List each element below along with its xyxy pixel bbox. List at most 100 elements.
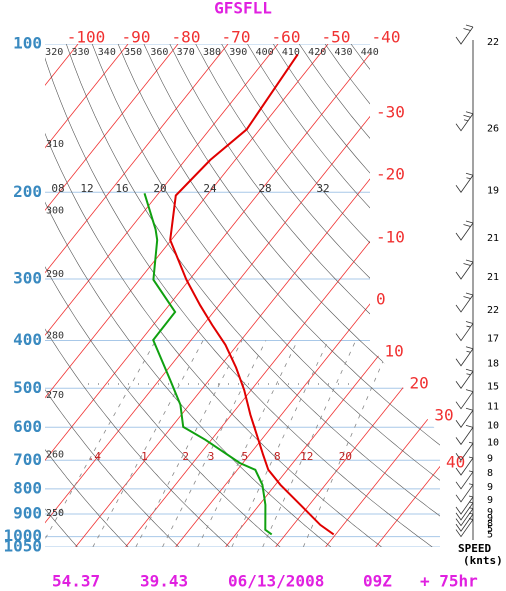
y-tick-label: 900 bbox=[13, 504, 42, 523]
wind-barb bbox=[455, 470, 474, 490]
wind-speed-label: 22 bbox=[487, 37, 499, 48]
wind-barb bbox=[455, 512, 474, 532]
wind-barb bbox=[455, 507, 474, 527]
wind-speed-label: 9 bbox=[487, 495, 493, 506]
wind-barb bbox=[455, 346, 474, 367]
barb-shape bbox=[455, 518, 474, 538]
isotherm bbox=[45, 44, 179, 547]
upper-label: 12 bbox=[80, 182, 93, 195]
isotherm bbox=[125, 44, 440, 547]
isotherm bbox=[45, 44, 279, 547]
theta-label: 270 bbox=[46, 390, 64, 401]
barb-shape bbox=[455, 501, 474, 521]
isotherm bbox=[325, 44, 440, 547]
isotherm bbox=[45, 44, 429, 547]
profile-line bbox=[169, 53, 335, 536]
theta-label: 440 bbox=[361, 47, 379, 58]
dry-adiabat bbox=[45, 44, 129, 547]
wind-speed-label: 9 bbox=[487, 507, 493, 518]
y-tick-label: 200 bbox=[13, 182, 42, 201]
wind-barb bbox=[455, 292, 474, 313]
isotherm bbox=[75, 44, 440, 547]
mixing-ratio-line bbox=[162, 340, 267, 547]
wind-label: SPEED bbox=[458, 542, 491, 555]
mixing-ratio-label: 2 bbox=[182, 450, 189, 463]
x-tick-label: -60 bbox=[272, 28, 301, 47]
x-tick-label: -40 bbox=[372, 28, 401, 47]
isotherm bbox=[45, 44, 229, 547]
wind-speed-label: 22 bbox=[487, 305, 499, 316]
dry-adiabat bbox=[45, 44, 78, 547]
dry-adiabat bbox=[324, 44, 440, 547]
footer-text: 39.43 bbox=[140, 572, 188, 591]
wind-speed-label: 17 bbox=[487, 334, 499, 345]
wind-speed-label: 19 bbox=[487, 185, 499, 196]
x-tick-label: 30 bbox=[434, 406, 453, 425]
mixing-ratio-line bbox=[302, 340, 393, 547]
y-tick-label: 100 bbox=[13, 34, 42, 53]
wind-speed-label: 10 bbox=[487, 437, 499, 448]
theta-label: 340 bbox=[98, 47, 116, 58]
wind-speed-label: 8 bbox=[487, 468, 493, 479]
mixing-ratio-label: 8 bbox=[274, 450, 281, 463]
y-tick-label: 500 bbox=[13, 378, 42, 397]
footer-text: 09Z bbox=[363, 572, 392, 591]
dry-adiabat bbox=[143, 44, 440, 547]
theta-label: 290 bbox=[46, 269, 64, 280]
x-tick-label: 40 bbox=[446, 453, 465, 472]
wind-speed-label: 5 bbox=[487, 524, 493, 535]
wind-label: (knts) bbox=[463, 554, 503, 567]
barb-shape bbox=[455, 389, 474, 410]
x-tick-label: -20 bbox=[376, 165, 405, 184]
x-tick-label: -100 bbox=[67, 28, 106, 47]
wind-barb bbox=[455, 172, 474, 193]
y-tick-label: 700 bbox=[13, 450, 42, 469]
wind-speed-label: 15 bbox=[487, 381, 499, 392]
theta-label: 310 bbox=[46, 139, 64, 150]
upper-label: 20 bbox=[153, 182, 166, 195]
isotherm bbox=[45, 44, 329, 547]
wind-barb bbox=[455, 321, 474, 342]
dry-adiabat bbox=[45, 44, 382, 547]
mixing-ratio-label: .4 bbox=[88, 450, 102, 463]
theta-label: 330 bbox=[71, 47, 89, 58]
isotherm bbox=[45, 44, 379, 547]
mixing-ratio-label: 20 bbox=[339, 450, 352, 463]
wind-speed-label: 10 bbox=[487, 420, 499, 431]
barb-shape bbox=[455, 470, 474, 490]
dry-adiabat bbox=[45, 44, 281, 547]
dry-adiabat bbox=[169, 44, 440, 547]
barb-shape bbox=[455, 483, 474, 503]
mixing-ratio-label: 5 bbox=[241, 450, 248, 463]
barb-shape bbox=[455, 456, 474, 476]
dry-adiabat bbox=[195, 44, 440, 547]
x-tick-label: -70 bbox=[222, 28, 251, 47]
wind-barb bbox=[455, 483, 474, 503]
theta-label: 390 bbox=[229, 47, 247, 58]
mixing-ratio-label: 3 bbox=[208, 450, 215, 463]
barb-shape bbox=[455, 24, 474, 45]
barb-shape bbox=[455, 321, 474, 342]
wind-barb bbox=[455, 518, 474, 538]
barb-shape bbox=[455, 407, 474, 428]
theta-label: 250 bbox=[46, 508, 64, 519]
upper-label: 32 bbox=[316, 182, 329, 195]
wind-barb bbox=[455, 368, 474, 389]
isotherm bbox=[275, 44, 440, 547]
upper-label: 16 bbox=[115, 182, 128, 195]
y-tick-label: 800 bbox=[13, 478, 42, 497]
barb-shape bbox=[455, 425, 474, 446]
y-tick-label: 1050 bbox=[3, 537, 42, 556]
barb-shape bbox=[455, 368, 474, 389]
x-tick-label: -30 bbox=[376, 103, 405, 122]
footer-text: + 75hr bbox=[420, 572, 478, 591]
barb-shape bbox=[455, 292, 474, 313]
theta-label: 370 bbox=[177, 47, 195, 58]
wind-speed-label: 11 bbox=[487, 402, 499, 413]
wind-speed-label: 9 bbox=[487, 453, 493, 464]
x-tick-label: -90 bbox=[122, 28, 151, 47]
mixing-ratio-label: 1 bbox=[141, 450, 148, 463]
theta-label: 430 bbox=[334, 47, 352, 58]
